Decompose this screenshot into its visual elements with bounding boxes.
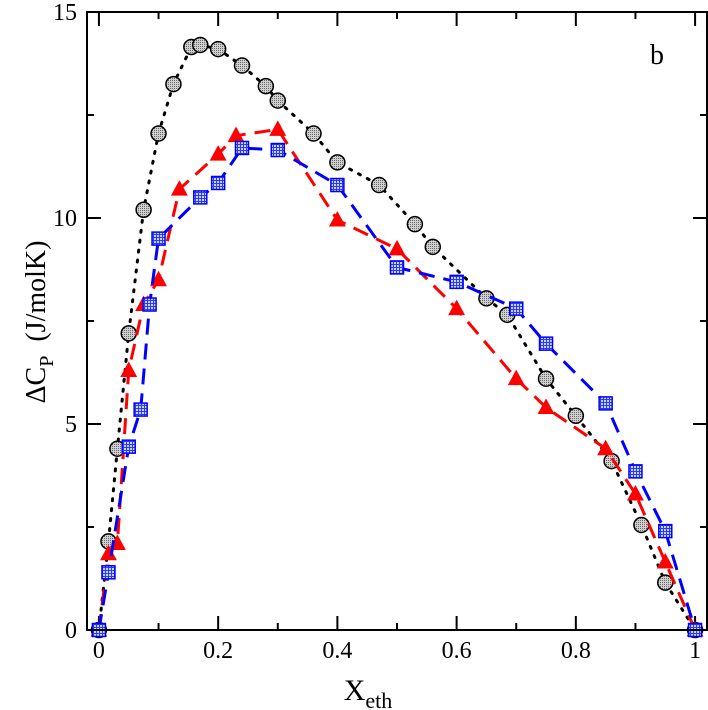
data-point-square (210, 175, 226, 191)
series-line-circles-dotted (97, 43, 697, 632)
y-tick-label: 0 (65, 618, 77, 644)
y-axis-title-sub: P (36, 356, 58, 367)
data-point-square (389, 260, 405, 275)
x-axis-title-base: X (344, 674, 366, 707)
data-point-circle (150, 125, 167, 142)
data-point-circle (370, 176, 388, 194)
data-point-square (151, 231, 166, 246)
data-point-circle (192, 36, 209, 54)
panel-label: b (650, 40, 664, 71)
x-axis-title: Xeth (344, 674, 393, 710)
axis-ticks (87, 11, 707, 631)
data-point-triangle (170, 180, 188, 196)
series-triangles-dashed (90, 120, 704, 637)
data-point-square (628, 464, 643, 479)
data-point-triangle (209, 145, 227, 161)
x-tick-label: 0 (93, 638, 105, 664)
data-point-circle (329, 154, 346, 171)
data-point-square (121, 439, 136, 454)
series-squares-dashed (91, 140, 703, 638)
data-point-triangle (656, 552, 674, 569)
data-point-square (270, 142, 286, 158)
x-tick-label: 0.6 (442, 638, 472, 664)
data-point-circle (233, 57, 251, 74)
x-tick-label: 0.2 (203, 638, 233, 664)
data-point-circle (424, 238, 442, 256)
data-point-square (234, 140, 250, 156)
y-tick-label: 5 (65, 412, 77, 438)
data-point-triangle (537, 398, 555, 415)
data-point-circle (305, 125, 322, 142)
data-point-triangle (269, 120, 287, 136)
data-point-circle (567, 407, 585, 425)
plot-frame (86, 11, 708, 631)
data-point-circle (257, 77, 275, 95)
x-tick-label: 1 (689, 638, 701, 664)
data-point-square (598, 396, 613, 411)
data-point-circle (135, 201, 152, 219)
data-point-circle (165, 75, 182, 93)
data-point-triangle (627, 484, 644, 501)
data-point-square (330, 177, 345, 193)
data-point-square (142, 297, 157, 312)
data-point-triangle (120, 361, 138, 377)
data-point-circle (209, 40, 227, 58)
y-axis-title-unit: (J/molK) (21, 241, 52, 342)
data-point-triangle (328, 211, 346, 227)
data-point-square (538, 336, 554, 351)
x-tick-label: 0.4 (322, 638, 352, 664)
series-line-squares-dashed (97, 146, 697, 631)
data-point-square (658, 523, 673, 539)
data-point-circle (269, 92, 287, 109)
data-point-square (193, 190, 208, 205)
y-axis-title: ΔCP (J/molK) (21, 241, 58, 404)
data-point-triangle (448, 299, 466, 316)
x-tick-label: 0.8 (561, 638, 591, 664)
y-axis-title-prefix: ΔC (21, 367, 52, 404)
data-point-circle (120, 325, 137, 342)
data-point-triangle (150, 270, 167, 287)
data-point-triangle (388, 239, 406, 256)
y-tick-label: 10 (53, 206, 77, 232)
data-point-square (449, 274, 464, 290)
data-point-square (508, 301, 524, 316)
data-point-circle (633, 516, 650, 534)
x-axis-title-sub: eth (365, 688, 392, 710)
y-tick-label: 15 (53, 0, 77, 26)
data-point-square (133, 402, 148, 417)
series-circles-dotted (90, 36, 704, 639)
data-point-square (101, 565, 116, 580)
data-point-circle (537, 370, 555, 387)
data-point-triangle (597, 439, 615, 456)
data-point-circle (406, 215, 424, 233)
data-point-triangle (507, 369, 525, 386)
series-layer (90, 36, 704, 639)
